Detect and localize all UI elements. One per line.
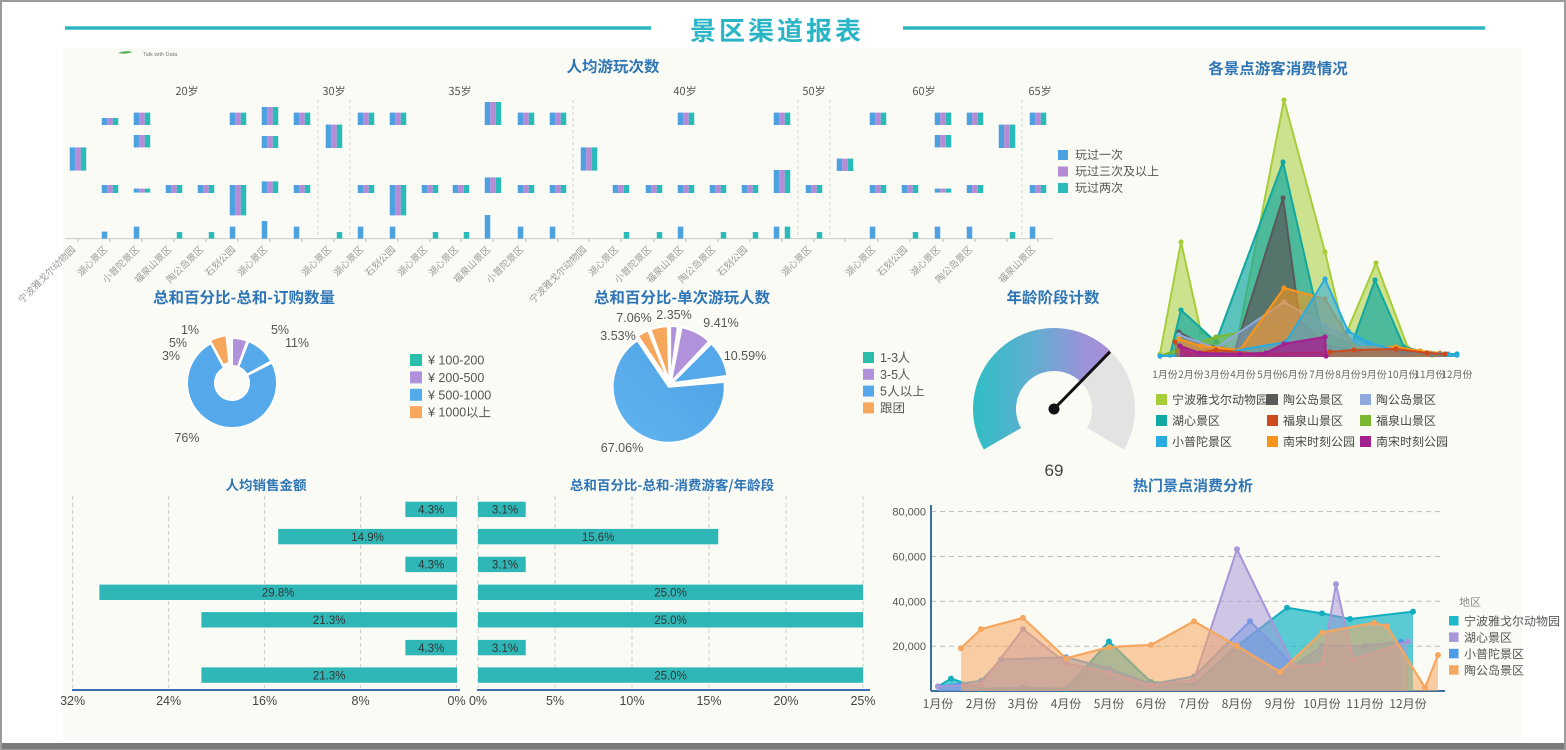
svg-text:0%: 0% <box>448 694 466 708</box>
svg-text:3.1%: 3.1% <box>492 560 518 572</box>
svg-text:20%: 20% <box>773 694 798 708</box>
svg-text:25.0%: 25.0% <box>654 670 687 682</box>
svg-text:29.8%: 29.8% <box>262 588 295 600</box>
svg-text:2.35%: 2.35% <box>656 308 691 322</box>
svg-text:0%: 0% <box>469 694 487 708</box>
svg-text:10%: 10% <box>619 694 644 708</box>
svg-text:¥ 100-200: ¥ 100-200 <box>427 354 484 368</box>
svg-text:24%: 24% <box>156 694 181 708</box>
svg-text:5: 5 <box>880 385 887 399</box>
svg-text:11%: 11% <box>285 336 309 350</box>
svg-text:3.1%: 3.1% <box>492 643 518 655</box>
svg-text:¥ 500-1000: ¥ 500-1000 <box>427 388 491 402</box>
svg-text:67.06%: 67.06% <box>601 441 643 455</box>
svg-text:3%: 3% <box>162 349 180 363</box>
svg-text:25%: 25% <box>850 694 875 708</box>
svg-text:25.0%: 25.0% <box>654 588 687 600</box>
svg-text:40,000: 40,000 <box>892 596 926 608</box>
svg-text:Talk with Data: Talk with Data <box>143 52 178 58</box>
svg-text:9.41%: 9.41% <box>703 316 738 330</box>
svg-text:7.06%: 7.06% <box>616 311 651 325</box>
svg-text:14.9%: 14.9% <box>351 532 384 544</box>
svg-text:5%: 5% <box>546 694 564 708</box>
svg-text:76%: 76% <box>174 431 199 445</box>
svg-text:¥ 1000: ¥ 1000 <box>427 406 466 420</box>
svg-text:15%: 15% <box>696 694 721 708</box>
svg-text:25.0%: 25.0% <box>654 615 687 627</box>
svg-text:¥ 200-500: ¥ 200-500 <box>427 371 484 385</box>
svg-text:69: 69 <box>1045 461 1064 480</box>
svg-text:5%: 5% <box>169 336 187 350</box>
svg-text:15.6%: 15.6% <box>582 532 615 544</box>
svg-text:1%: 1% <box>181 323 199 337</box>
svg-text:21.3%: 21.3% <box>313 670 346 682</box>
svg-text:16%: 16% <box>252 694 277 708</box>
svg-text:5%: 5% <box>271 323 289 337</box>
svg-text:20,000: 20,000 <box>892 641 926 653</box>
svg-text:60,000: 60,000 <box>892 552 926 564</box>
svg-text:10.59%: 10.59% <box>724 349 766 363</box>
svg-text:4.3%: 4.3% <box>418 560 444 572</box>
svg-text:3.1%: 3.1% <box>492 505 518 517</box>
svg-text:3-5: 3-5 <box>880 368 898 382</box>
svg-text:4.3%: 4.3% <box>418 505 444 517</box>
svg-text:4.3%: 4.3% <box>418 643 444 655</box>
svg-text:3.53%: 3.53% <box>600 329 635 343</box>
svg-text:32%: 32% <box>60 694 85 708</box>
svg-text:80,000: 80,000 <box>892 507 926 519</box>
svg-text:8%: 8% <box>352 694 370 708</box>
svg-text:1-3: 1-3 <box>880 351 898 365</box>
svg-text:21.3%: 21.3% <box>313 615 346 627</box>
